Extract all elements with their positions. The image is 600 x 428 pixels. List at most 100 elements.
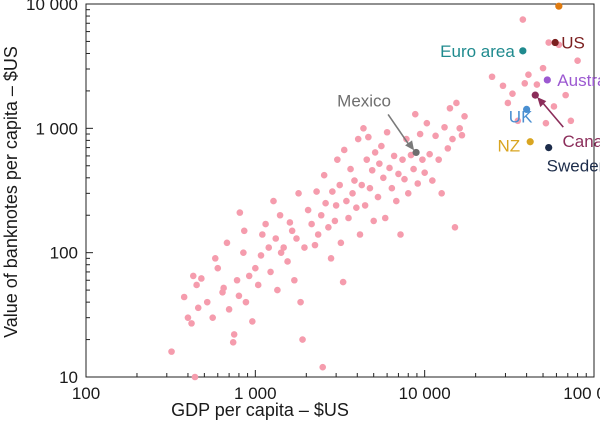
tick-marks bbox=[85, 3, 595, 378]
euro-area-label: Euro area bbox=[440, 42, 515, 61]
country-point bbox=[198, 275, 205, 282]
country-point bbox=[245, 272, 253, 280]
country-point bbox=[267, 268, 274, 276]
country-point bbox=[401, 175, 408, 183]
country-point bbox=[461, 112, 468, 120]
country-point bbox=[356, 231, 364, 238]
country-point bbox=[390, 152, 398, 160]
x-tick-label: 1 000 bbox=[234, 384, 277, 403]
australia-point bbox=[543, 76, 551, 84]
country-point bbox=[284, 258, 291, 265]
country-point bbox=[488, 73, 496, 81]
country-point bbox=[351, 177, 358, 184]
canada-label: Canada bbox=[562, 132, 600, 151]
country-point bbox=[262, 220, 269, 228]
country-point bbox=[446, 104, 454, 112]
country-point bbox=[304, 206, 312, 214]
y-tick-labels: 10 100 1 000 10 000 bbox=[26, 0, 78, 387]
country-point bbox=[286, 219, 294, 226]
country-point bbox=[550, 103, 558, 110]
country-point bbox=[399, 156, 406, 163]
country-point bbox=[345, 214, 352, 222]
country-point bbox=[380, 174, 387, 182]
country-point bbox=[509, 90, 516, 97]
y-tick-label: 10 bbox=[59, 368, 78, 387]
country-point bbox=[349, 190, 356, 197]
country-point bbox=[407, 151, 415, 159]
country-point bbox=[317, 211, 325, 219]
mexico-label: Mexico bbox=[337, 91, 391, 110]
country-point bbox=[421, 169, 428, 176]
country-point bbox=[354, 135, 362, 143]
country-point bbox=[339, 278, 347, 286]
country-point bbox=[451, 223, 459, 231]
country-point bbox=[574, 57, 581, 64]
country-point bbox=[270, 197, 277, 205]
country-point bbox=[235, 292, 243, 300]
switzerland-point bbox=[555, 2, 563, 10]
country-point bbox=[458, 131, 466, 139]
country-point bbox=[368, 166, 376, 174]
country-point bbox=[365, 133, 372, 141]
y-tick-label: 1 000 bbox=[35, 119, 78, 138]
country-point bbox=[180, 293, 188, 301]
country-point bbox=[301, 244, 308, 251]
canada-arrow-line bbox=[540, 100, 564, 128]
country-point bbox=[291, 276, 298, 284]
nz-label: NZ bbox=[498, 137, 521, 156]
x-axis-title: GDP per capita – $US bbox=[171, 400, 349, 420]
y-axis-title: Value of banknotes per capita – $US bbox=[1, 46, 21, 338]
country-point bbox=[397, 231, 404, 238]
country-point bbox=[360, 125, 367, 132]
canada-arrow-head bbox=[537, 97, 547, 108]
country-point bbox=[240, 227, 248, 235]
country-point bbox=[416, 130, 424, 138]
country-point bbox=[191, 373, 199, 381]
euro-area-point bbox=[519, 47, 527, 55]
country-point bbox=[230, 331, 238, 338]
country-point bbox=[220, 284, 227, 292]
country-point bbox=[203, 298, 211, 306]
country-point bbox=[410, 165, 417, 173]
country-point bbox=[188, 320, 195, 327]
country-point bbox=[347, 165, 354, 173]
y-tick-label: 10 000 bbox=[26, 0, 78, 14]
country-point bbox=[499, 82, 507, 90]
country-point bbox=[383, 128, 391, 136]
country-point bbox=[374, 193, 382, 201]
country-point bbox=[519, 16, 527, 23]
country-point bbox=[320, 171, 328, 179]
country-point bbox=[265, 244, 273, 251]
country-point bbox=[388, 184, 396, 192]
country-point bbox=[358, 181, 366, 189]
country-point bbox=[419, 156, 426, 163]
us-point bbox=[551, 38, 559, 47]
sweden-label: Sweden bbox=[547, 157, 600, 176]
country-point bbox=[562, 91, 569, 99]
uk-point bbox=[523, 105, 531, 113]
country-point bbox=[336, 181, 344, 189]
plot-frame bbox=[85, 3, 595, 378]
x-tick-label: 100 bbox=[72, 384, 100, 403]
country-point bbox=[313, 188, 320, 195]
country-point bbox=[311, 241, 319, 249]
australia-label: Australia bbox=[557, 71, 600, 90]
country-point bbox=[272, 235, 280, 242]
country-point bbox=[429, 177, 436, 184]
country-point bbox=[168, 348, 175, 355]
country-point bbox=[363, 156, 371, 163]
country-point bbox=[404, 190, 412, 197]
country-point bbox=[449, 135, 456, 143]
x-tick-labels: 100 1 000 10 000 100 000 bbox=[72, 384, 600, 403]
country-point bbox=[299, 336, 306, 343]
country-point bbox=[378, 142, 385, 150]
country-point bbox=[331, 217, 339, 225]
country-point bbox=[276, 211, 284, 219]
country-point bbox=[314, 231, 322, 238]
country-point bbox=[211, 255, 219, 262]
country-point bbox=[545, 39, 552, 46]
country-point bbox=[453, 99, 460, 107]
country-point bbox=[432, 132, 439, 140]
country-point bbox=[280, 244, 287, 251]
country-point bbox=[343, 197, 350, 205]
